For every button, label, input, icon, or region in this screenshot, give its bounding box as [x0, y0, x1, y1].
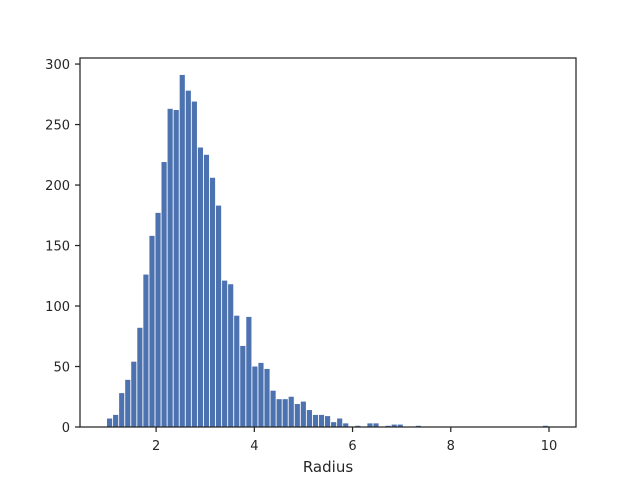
histogram-bar [343, 423, 349, 427]
histogram-bar [167, 108, 173, 427]
histogram-bar [137, 327, 143, 427]
x-axis-label: Radius [303, 458, 353, 476]
histogram-bar [234, 315, 240, 427]
histogram-bar [288, 396, 294, 427]
y-axis: 0 50 100 150 200 250 300 [45, 58, 80, 436]
histogram-bar [185, 90, 191, 428]
histogram-bar [191, 101, 197, 428]
histogram-bar [324, 416, 331, 427]
histogram-bar [312, 414, 319, 427]
y-tick-label: 100 [45, 300, 70, 315]
y-tick-label: 200 [45, 179, 70, 194]
histogram-bar [258, 362, 264, 427]
histogram-bar [222, 280, 228, 427]
histogram-bar [125, 379, 131, 427]
histogram-bar [391, 424, 397, 427]
x-tick-label: 4 [250, 439, 258, 454]
histogram-bar [203, 154, 210, 428]
histogram-bar [143, 274, 149, 427]
histogram-bar [282, 399, 288, 427]
histogram-bar [264, 368, 270, 427]
x-tick-label: 10 [541, 439, 558, 454]
histogram-bar [107, 418, 113, 427]
histogram-bar [276, 399, 282, 427]
histogram-bar [113, 414, 119, 427]
histogram-bar [397, 424, 403, 427]
histogram-bar [306, 410, 312, 427]
histogram-bar [294, 404, 300, 427]
y-tick-label: 300 [45, 58, 70, 73]
x-axis: 2 4 6 8 10 [152, 427, 557, 454]
histogram-bar [331, 422, 337, 427]
x-tick-label: 6 [348, 439, 356, 454]
x-tick-label: 2 [152, 439, 160, 454]
histogram-bar [161, 162, 167, 428]
histogram-bar [300, 401, 306, 427]
histogram-bar [337, 418, 343, 427]
histogram-bar [216, 205, 222, 427]
histogram-bar [131, 361, 137, 427]
histogram-bar [270, 390, 276, 427]
histogram-bar [197, 147, 203, 427]
y-tick-label: 50 [53, 361, 70, 376]
y-tick-label: 250 [45, 119, 70, 134]
histogram-bar [173, 110, 179, 428]
y-tick-label: 0 [62, 421, 70, 436]
histogram-bar [367, 423, 373, 427]
histogram-bar [373, 423, 379, 427]
histogram-bar [119, 393, 125, 427]
histogram-bar [149, 235, 155, 427]
x-tick-label: 8 [447, 439, 455, 454]
histogram-bar [179, 74, 185, 427]
y-tick-label: 150 [45, 240, 70, 255]
histogram-bar [240, 345, 246, 427]
plot-frame [79, 57, 577, 428]
histogram-bar [228, 284, 234, 427]
histogram-bar [318, 414, 325, 427]
histogram-bar [252, 366, 258, 427]
histogram-bar [209, 177, 216, 427]
bars-group [107, 74, 549, 428]
histogram-bar [155, 212, 161, 427]
histogram-bar [246, 316, 252, 427]
